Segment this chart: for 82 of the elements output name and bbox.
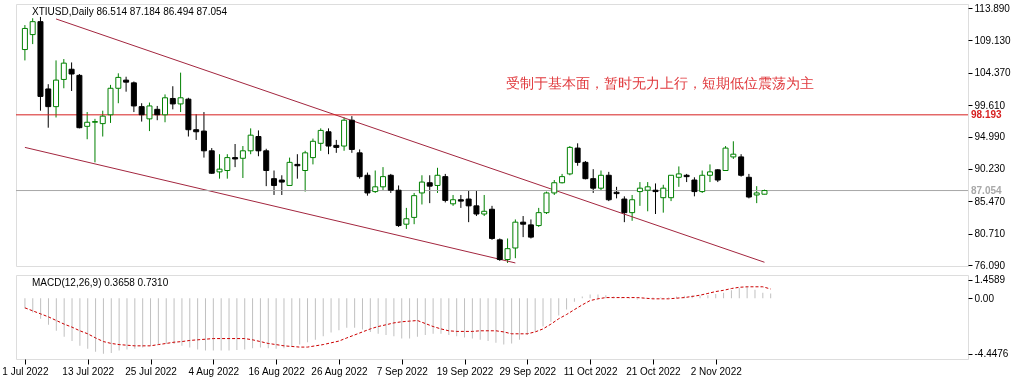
candlestick [130,80,137,113]
candlestick [660,184,667,214]
candlestick [99,110,106,138]
y-tick-label: 104.370 [974,67,1012,79]
candlestick [434,167,441,194]
candlestick [247,127,254,155]
candlestick [629,194,636,222]
x-tick-label: 4 Aug 2022 [188,365,240,377]
x-tick-label: 26 Aug 2022 [311,365,368,377]
candlestick [372,170,379,194]
y-tick-label: -4.4476 [974,348,1009,360]
candlestick [278,174,285,196]
x-tick-label: 13 Jul 2022 [62,365,115,377]
candlestick [745,173,752,199]
candlestick [84,111,91,140]
candlestick [636,181,643,207]
ref-line-label: 87.054 [971,184,1003,196]
candlestick [418,174,425,205]
x-tick-label: 11 Oct 2022 [563,365,618,377]
candlestick [668,174,675,202]
candlestick [652,182,659,215]
candlestick [691,176,698,197]
candlestick [286,157,293,186]
candlestick [239,145,246,179]
y-tick-label: 76.090 [974,259,1006,271]
candlestick [706,163,713,183]
candlestick [738,153,745,178]
candlestick [675,165,682,188]
candlestick [169,85,176,110]
candlestick [177,72,184,113]
y-tick-label: 99.610 [974,99,1006,111]
candlestick [411,192,418,225]
x-tick-label: 25 Jul 2022 [125,365,178,377]
annotation: 受制于基本面，暂时无力上行，短期低位震荡为主 [506,75,815,91]
x-tick-label: 21 Oct 2022 [626,365,682,377]
candlestick [621,195,628,223]
y-tick-label: 90.230 [974,163,1006,175]
candlestick [29,17,36,45]
candlestick [450,194,457,207]
x-tick-label: 2 Nov 2022 [690,365,743,377]
candlestick [91,118,98,163]
candlestick [294,153,301,180]
candlestick [426,174,433,204]
y-tick-label: 1.4589 [974,274,1006,286]
candlestick [317,127,324,152]
candlestick [21,24,28,61]
y-tick-label: 0.00 [974,292,995,304]
candlestick [68,61,75,92]
y-tick-label: 94.990 [974,131,1006,143]
candlestick [403,207,410,230]
candlestick [309,138,316,165]
candlestick [200,111,207,159]
candlestick [442,173,449,203]
candlestick [597,170,604,191]
candlestick [271,170,278,196]
ref-line-label: 98.193 [971,108,1003,120]
line-series [24,286,772,348]
candlestick [644,181,651,212]
candlestick [302,150,309,193]
candlestick [232,143,239,168]
x-tick-label: 16 Aug 2022 [248,365,306,377]
y-tick-label: 80.710 [974,228,1006,240]
y-tick-label: 109.130 [974,35,1012,46]
candlestick [146,102,153,132]
candlestick [162,93,169,123]
chart-title: MACD(12,26,9) 0.3658 0.7310 [32,277,169,288]
candlestick [520,215,527,238]
x-tick-label: 29 Sep 2022 [499,365,557,377]
candlestick [138,102,145,123]
y-tick-label: 113.890 [974,2,1011,14]
candlestick [496,237,503,262]
candlestick [481,194,488,217]
candlestick [380,166,387,191]
y-tick-label: 85.470 [974,195,1006,207]
candlestick [60,58,67,89]
candlestick [208,147,215,175]
x-tick-label: 7 Sep 2022 [376,365,429,377]
candlestick [123,76,130,93]
candlestick [699,170,706,194]
x-tick-label: 1 Jul 2022 [2,365,49,377]
x-tick-label: 19 Sep 2022 [436,365,494,377]
chart-title: XTIUSD,Daily 86.514 87.184 86.494 87.054 [32,6,228,17]
